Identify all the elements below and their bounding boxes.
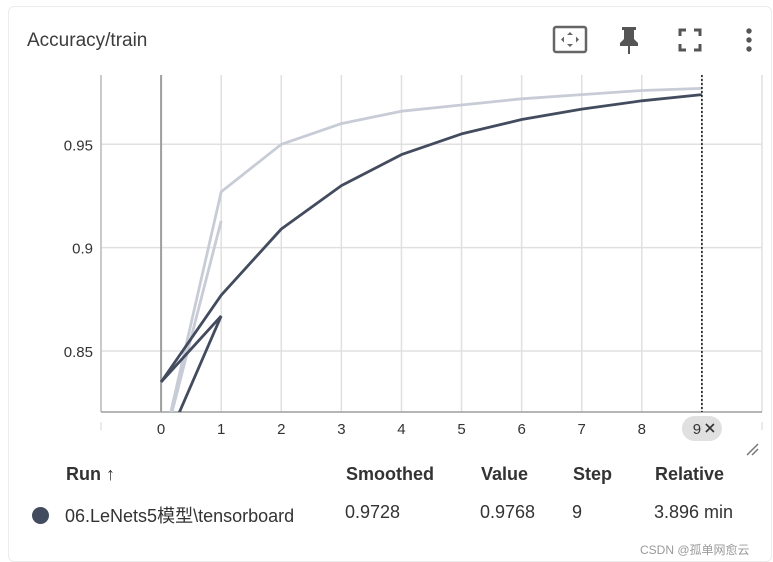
x-tick-label: 1 (217, 421, 225, 438)
y-tick-label: 0.95 (64, 137, 93, 154)
smoothed-value: 0.9728 (345, 502, 401, 522)
hover-step-label: 9 (693, 421, 701, 438)
resize-handle-icon[interactable] (746, 443, 759, 456)
x-tick-label: 8 (638, 421, 646, 438)
pin-icon[interactable] (614, 24, 644, 56)
y-tick-label: 0.9 (72, 241, 93, 258)
run-color-dot (32, 507, 49, 524)
smoothed-series-line-3 (177, 315, 223, 412)
more-vert-icon[interactable] (741, 24, 757, 56)
close-icon[interactable] (705, 423, 715, 433)
chart-axes (100, 75, 762, 413)
fit-domain-icon[interactable] (552, 24, 588, 56)
smoothed-series-line-2 (160, 314, 223, 383)
x-tick-label: 2 (277, 421, 285, 438)
header-run[interactable]: Run ↑ (66, 464, 115, 484)
relative-time: 3.896 min (654, 502, 734, 522)
header-smoothed[interactable]: Smoothed (346, 464, 434, 484)
x-tick-label: 0 (157, 421, 165, 438)
x-tick-label: 5 (457, 421, 465, 438)
fullscreen-icon[interactable] (676, 24, 704, 56)
raw-series-line-1 (169, 87, 702, 412)
tick-labels: 0.85 0.9 0.95 0 1 2 3 4 5 6 7 8 (64, 137, 763, 438)
watermark: CSDN @孤单网愈云 (640, 543, 750, 557)
step-value: 9 (572, 502, 583, 522)
x-tick-label: 3 (337, 421, 345, 438)
x-tick-label: 4 (397, 421, 405, 438)
header-value[interactable]: Value (481, 464, 529, 484)
header-step[interactable]: Step (573, 464, 613, 484)
run-name: 06.LeNets5模型\tensorboard (65, 506, 295, 526)
x-tick-label: 7 (578, 421, 586, 438)
header-relative[interactable]: Relative (655, 464, 725, 484)
raw-value: 0.9768 (480, 502, 536, 522)
chart-title: Accuracy/train (27, 30, 148, 51)
smoothed-series-line-4 (159, 93, 703, 383)
line-chart[interactable]: 9 0.85 0.9 0.95 0 1 2 3 4 5 6 7 8 (0, 0, 773, 470)
chart-card (8, 6, 772, 562)
chart-series (159, 87, 703, 412)
x-tick-label: 6 (517, 421, 525, 438)
y-tick-label: 0.85 (64, 344, 93, 361)
